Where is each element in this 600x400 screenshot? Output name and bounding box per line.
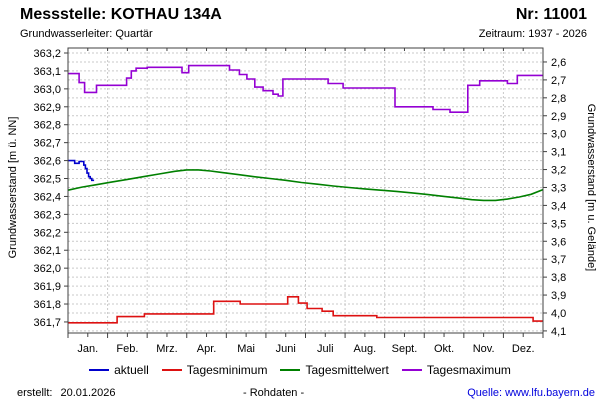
svg-text:4,1: 4,1 xyxy=(551,326,566,338)
svg-text:Grundwasserstand [m u. Gelände: Grundwasserstand [m u. Gelände] xyxy=(585,104,597,272)
period-subtitle: Zeitraum: 1937 - 2026 xyxy=(478,28,587,40)
svg-text:362,6: 362,6 xyxy=(33,156,61,168)
svg-text:362,4: 362,4 xyxy=(33,191,61,203)
svg-text:362,9: 362,9 xyxy=(33,102,61,114)
svg-text:4,0: 4,0 xyxy=(551,308,566,320)
svg-text:Okt.: Okt. xyxy=(434,343,454,355)
created-label: erstellt: xyxy=(17,387,53,399)
svg-text:Feb.: Feb. xyxy=(116,343,138,355)
svg-text:Jan.: Jan. xyxy=(77,343,98,355)
legend-label-aktuell: aktuell xyxy=(114,363,149,377)
station-number: Nr: 11001 xyxy=(515,6,587,23)
legend-label-tagesminimum: Tagesminimum xyxy=(186,363,268,377)
svg-text:Juli: Juli xyxy=(317,343,334,355)
svg-text:3,5: 3,5 xyxy=(551,218,566,230)
svg-text:Juni: Juni xyxy=(276,343,296,355)
svg-text:3,8: 3,8 xyxy=(551,272,566,284)
svg-text:3,4: 3,4 xyxy=(551,200,566,212)
svg-text:Nov.: Nov. xyxy=(473,343,495,355)
svg-text:Sept.: Sept. xyxy=(392,343,418,355)
svg-text:361,7: 361,7 xyxy=(33,317,61,329)
svg-text:362,2: 362,2 xyxy=(33,227,61,239)
svg-text:Grundwasserstand [m ü. NN]: Grundwasserstand [m ü. NN] xyxy=(7,117,19,259)
station-title: Messstelle: KOTHAU 134A xyxy=(20,6,222,23)
svg-text:3,6: 3,6 xyxy=(551,236,566,248)
legend-item-tagesminimum: Tagesminimum xyxy=(161,363,268,377)
source-link[interactable]: Quelle: www.lfu.bayern.de xyxy=(467,387,595,399)
tagesminimum-line-swatch xyxy=(161,369,182,371)
svg-text:362,0: 362,0 xyxy=(33,263,61,275)
svg-text:361,8: 361,8 xyxy=(33,299,61,311)
raw-data-label: - Rohdaten - xyxy=(243,387,305,399)
svg-text:3,9: 3,9 xyxy=(551,290,566,302)
svg-text:363,2: 363,2 xyxy=(33,48,61,60)
legend-label-tagesmaximum: Tagesmaximum xyxy=(426,363,511,377)
chart-legend: aktuell Tagesminimum Tagesmittelwert Tag… xyxy=(0,362,600,378)
svg-text:362,7: 362,7 xyxy=(33,138,61,150)
tagesmittelwert-line-swatch xyxy=(280,369,301,371)
svg-text:361,9: 361,9 xyxy=(33,281,61,293)
svg-text:363,1: 363,1 xyxy=(33,66,61,78)
svg-text:Dez.: Dez. xyxy=(512,343,535,355)
svg-text:2,8: 2,8 xyxy=(551,93,566,105)
svg-text:3,1: 3,1 xyxy=(551,147,566,159)
svg-text:Apr.: Apr. xyxy=(197,343,217,355)
legend-item-tagesmittelwert: Tagesmittelwert xyxy=(280,363,389,377)
legend-item-aktuell: aktuell xyxy=(89,363,149,377)
svg-text:Mai: Mai xyxy=(237,343,255,355)
svg-text:363,0: 363,0 xyxy=(33,84,61,96)
legend-item-tagesmaximum: Tagesmaximum xyxy=(401,363,511,377)
aktuell-line-swatch xyxy=(89,369,110,371)
source-link-wrap: Quelle: www.lfu.bayern.de xyxy=(467,387,595,399)
svg-text:362,1: 362,1 xyxy=(33,245,61,257)
svg-text:Aug.: Aug. xyxy=(354,343,377,355)
created-date: 20.01.2026 xyxy=(60,387,116,399)
svg-text:362,8: 362,8 xyxy=(33,120,61,132)
svg-text:2,6: 2,6 xyxy=(551,57,566,69)
svg-text:3,2: 3,2 xyxy=(551,165,566,177)
svg-text:362,3: 362,3 xyxy=(33,209,61,221)
svg-text:2,7: 2,7 xyxy=(551,75,566,87)
tagesmaximum-line-swatch xyxy=(401,369,422,371)
aquifer-subtitle: Grundwasserleiter: Quartär xyxy=(20,28,153,40)
svg-text:3,3: 3,3 xyxy=(551,182,566,194)
svg-text:362,5: 362,5 xyxy=(33,174,61,186)
svg-text:3,7: 3,7 xyxy=(551,254,566,266)
legend-label-tagesmittelwert: Tagesmittelwert xyxy=(305,363,389,377)
svg-text:Mrz.: Mrz. xyxy=(156,343,177,355)
svg-text:3,0: 3,0 xyxy=(551,129,566,141)
svg-text:2,9: 2,9 xyxy=(551,111,566,123)
created-info: erstellt: 20.01.2026 xyxy=(17,387,116,399)
